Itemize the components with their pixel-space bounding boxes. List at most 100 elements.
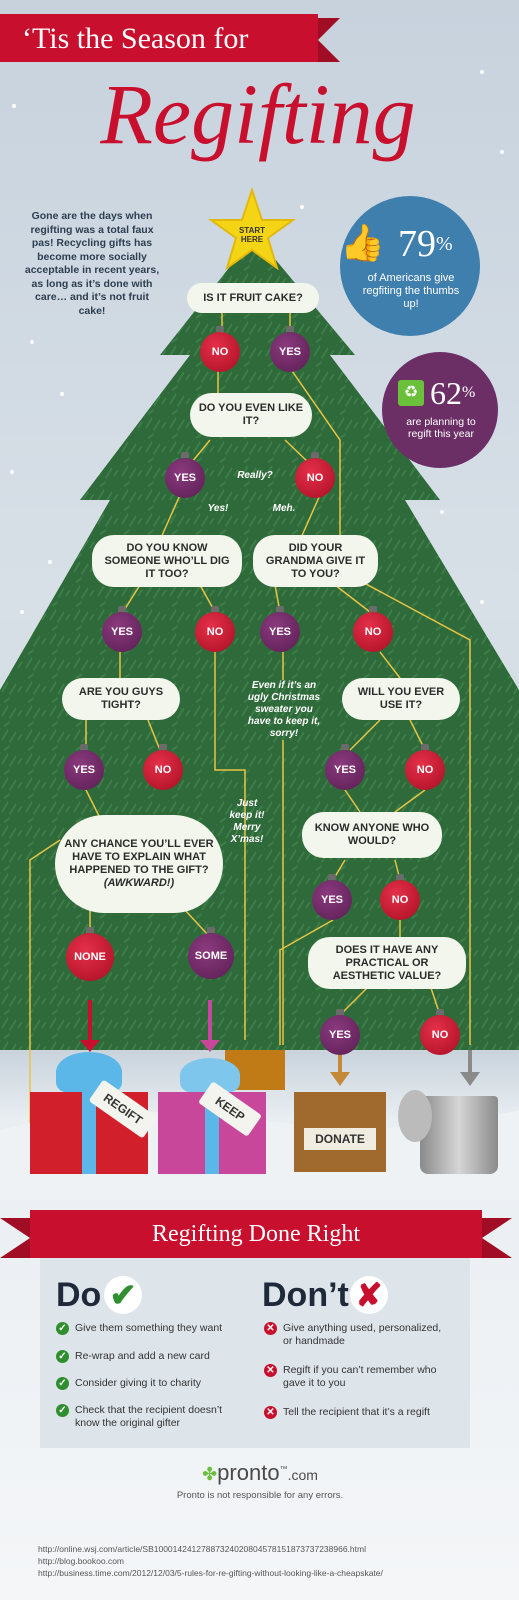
check-icon: ✓ (56, 1377, 69, 1390)
dont-item: ✕ Regift if you can’t remember who gave i… (264, 1364, 464, 1390)
thumbs-up-icon: 👍 (340, 222, 385, 263)
x-icon: ✕ (264, 1406, 277, 1419)
brand-domain: .com (287, 1467, 318, 1483)
do-item-text: Consider giving it to charity (75, 1377, 202, 1389)
question-like-it: DO YOU EVEN LIKE IT? (190, 393, 312, 437)
x-icon: ✕ (264, 1364, 277, 1377)
note-meh: Meh. (272, 503, 296, 514)
box-ribbon (82, 1092, 96, 1174)
question-explain: ANY CHANCE YOU’LL EVER HAVE TO EXPLAIN W… (55, 815, 223, 913)
do-heading: Do (56, 1276, 102, 1314)
do-check-icon: ✔ (104, 1276, 142, 1314)
ribbon-tail-left (0, 1218, 30, 1258)
dont-item: ✕ Give anything used, personalized, or ha… (264, 1322, 464, 1348)
trash-can-icon (420, 1096, 498, 1174)
do-item-text: Check that the recipient doesn’t know th… (75, 1404, 223, 1429)
dont-x-icon: ✘ (350, 1276, 388, 1314)
stat-circle-1 (340, 196, 480, 336)
question-practical-value: DOES IT HAVE ANY PRACTICAL OR AESTHETIC … (308, 937, 466, 989)
page-title: Regifting (100, 66, 416, 162)
snowflake (20, 610, 24, 614)
question-tight: ARE YOU GUYS TIGHT? (62, 678, 180, 720)
answer-no: NO (405, 744, 445, 790)
answer-yes: YES (312, 874, 352, 920)
recycle-gift-icon: ♻ (398, 380, 424, 406)
dont-heading: Don’t (262, 1276, 349, 1314)
note-keep-it: Just keep it! Merry X’mas! (229, 798, 265, 845)
snowflake (48, 560, 52, 564)
start-label: START HERE (238, 226, 266, 244)
note-yes: Yes! (207, 503, 229, 514)
donate-box: DONATE (294, 1092, 386, 1172)
answer-no: NO (295, 452, 335, 498)
source-link[interactable]: http://online.wsj.com/article/SB10001424… (38, 1544, 366, 1554)
answer-yes: YES (165, 452, 205, 498)
star-shape (207, 186, 297, 271)
section-title: Regifting Done Right (152, 1221, 360, 1247)
stat1-text: of Americans give regfiting the thumbs u… (362, 272, 460, 310)
question-fruit-cake: IS IT FRUIT CAKE? (187, 283, 319, 313)
do-item: ✓ Re-wrap and add a new card (56, 1350, 246, 1363)
question-grandma: DID YOUR GRANDMA GIVE IT TO YOU? (253, 535, 378, 587)
snowflake (440, 510, 444, 514)
do-item: ✓ Check that the recipient doesn’t know t… (56, 1404, 246, 1430)
snowflake (10, 470, 14, 474)
stat2-text: are planning to regift this year (406, 416, 476, 440)
do-item-text: Give them something they want (75, 1322, 223, 1334)
snowflake (480, 70, 484, 74)
note-really: Really? (237, 470, 273, 481)
brand-name: pronto (217, 1460, 280, 1485)
stat2-value: 62% (430, 376, 475, 410)
check-icon: ✓ (56, 1322, 69, 1335)
leaf-icon: ✤ (202, 1464, 218, 1484)
question-someone-dig-it: DO YOU KNOW SOMEONE WHO’LL DIG IT TOO? (92, 535, 242, 587)
stat1-value: 79% (398, 224, 453, 264)
answer-some: SOME (188, 927, 234, 979)
section-ribbon: Regifting Done Right (30, 1210, 482, 1258)
answer-yes: YES (64, 744, 104, 790)
stat1-number: 79 (398, 223, 436, 265)
question-explain-aside: (AWKWARD!) (103, 877, 175, 889)
ribbon-tail-right (482, 1218, 512, 1258)
donate-label: DONATE (304, 1128, 376, 1150)
answer-no: NO (380, 874, 420, 920)
check-icon: ✓ (56, 1404, 69, 1417)
answer-none: NONE (66, 927, 114, 981)
answer-yes: YES (270, 326, 310, 372)
intro-text: Gone are the days when regifting was a t… (24, 210, 160, 317)
snowflake (12, 104, 16, 108)
snowflake (300, 205, 304, 209)
dont-item: ✕ Tell the recipient that it’s a regift (264, 1406, 464, 1419)
dont-item-text: Give anything used, personalized, or han… (283, 1322, 442, 1347)
question-ever-use: WILL YOU EVER USE IT? (342, 678, 460, 720)
answer-no: NO (143, 744, 183, 790)
snowflake (60, 392, 64, 396)
stat2-number: 62 (430, 375, 462, 411)
source-link[interactable]: http://blog.bookoo.com (38, 1556, 125, 1566)
source-link[interactable]: http://business.time.com/2012/12/03/5-ru… (38, 1568, 383, 1578)
check-icon: ✓ (56, 1350, 69, 1363)
disclaimer: Pronto is not responsible for any errors… (176, 1490, 344, 1501)
do-item: ✓ Consider giving it to charity (56, 1377, 246, 1390)
answer-no: NO (353, 606, 393, 652)
trash-lid-icon (398, 1090, 432, 1142)
snowflake (480, 600, 484, 604)
question-anyone-would: KNOW ANYONE WHO WOULD? (302, 812, 442, 858)
dont-item-text: Tell the recipient that it’s a regift (283, 1406, 430, 1418)
dont-item-text: Regift if you can’t remember who gave it… (283, 1364, 437, 1389)
answer-no: NO (195, 606, 235, 652)
x-icon: ✕ (264, 1322, 277, 1335)
brand-tm: ™ (279, 1464, 288, 1474)
snowflake (500, 150, 504, 154)
ribbon-tail (318, 18, 340, 62)
stat2-unit: % (462, 384, 476, 401)
answer-no: NO (420, 1009, 460, 1055)
answer-yes: YES (325, 744, 365, 790)
do-item-text: Re-wrap and add a new card (75, 1350, 210, 1362)
stat-circle-2 (382, 352, 498, 468)
answer-yes: YES (320, 1009, 360, 1055)
question-explain-text: ANY CHANCE YOU’LL EVER HAVE TO EXPLAIN W… (64, 838, 214, 876)
brand-logo: ✤pronto™.com (190, 1460, 330, 1486)
answer-no: NO (200, 326, 240, 372)
answer-yes: YES (102, 606, 142, 652)
